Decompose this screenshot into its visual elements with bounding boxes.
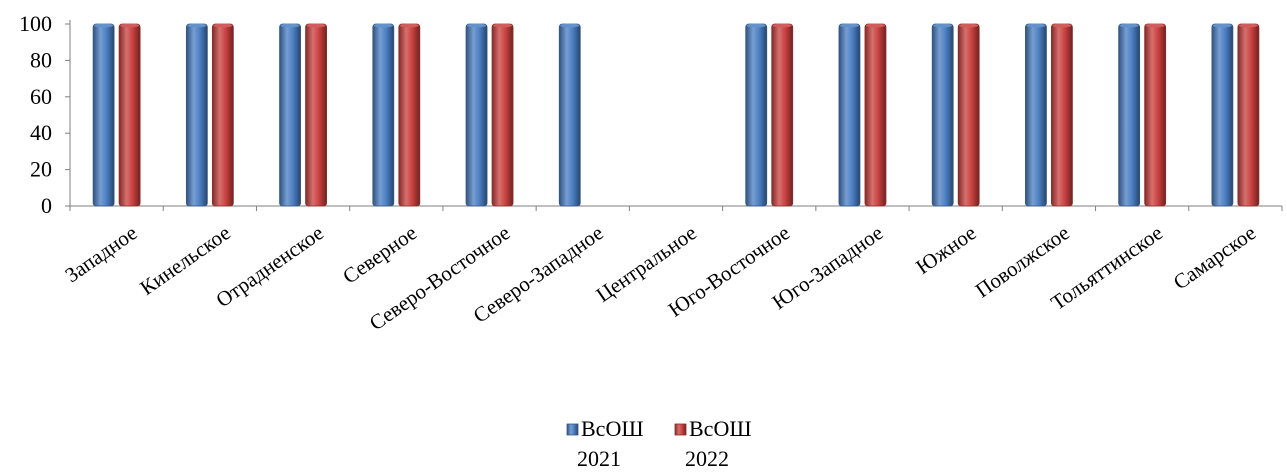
bar-body bbox=[864, 23, 887, 207]
bar-body bbox=[1025, 23, 1047, 207]
bar-cap bbox=[467, 23, 487, 28]
bar-body bbox=[92, 23, 115, 207]
bar-cap bbox=[399, 23, 419, 28]
bar-cap bbox=[213, 23, 233, 28]
bar-cap bbox=[1238, 23, 1258, 28]
bar-cap bbox=[373, 23, 393, 28]
bar-cap bbox=[120, 23, 140, 28]
bar bbox=[372, 23, 395, 207]
bar bbox=[398, 23, 421, 207]
x-tick-label: Северное bbox=[338, 220, 421, 288]
legend-swatch bbox=[674, 423, 687, 436]
legend-item: ВсОШ 2021 bbox=[566, 416, 644, 471]
bar bbox=[1211, 23, 1234, 207]
bar-body bbox=[185, 23, 208, 207]
x-tick-label: Западное bbox=[60, 220, 141, 287]
bar-body bbox=[491, 23, 514, 207]
bar-cap bbox=[94, 23, 114, 28]
y-axis: 0 20 40 60 80 100 bbox=[19, 11, 71, 218]
bar-body bbox=[1051, 23, 1073, 207]
legend-label: ВсОШ bbox=[689, 416, 752, 441]
legend-item: ВсОШ 2022 bbox=[674, 416, 752, 471]
bar-body bbox=[558, 23, 581, 207]
bar-body bbox=[838, 23, 861, 207]
bar bbox=[1025, 23, 1047, 207]
bar bbox=[465, 23, 488, 207]
bar bbox=[558, 23, 581, 207]
bar-cap bbox=[1119, 23, 1139, 28]
bar-cap bbox=[306, 23, 326, 28]
bar-cap bbox=[280, 23, 300, 28]
bar-cap bbox=[1052, 23, 1072, 28]
x-tick-label: Самарское bbox=[1169, 220, 1260, 294]
y-tick-label: 0 bbox=[41, 193, 52, 218]
bar-cap bbox=[865, 23, 885, 28]
bar bbox=[491, 23, 514, 207]
bar-body bbox=[372, 23, 395, 207]
legend: ВсОШ 2021 ВсОШ 2022 bbox=[566, 416, 752, 471]
x-tick-label: Южное bbox=[911, 220, 980, 278]
bar bbox=[185, 23, 208, 207]
bar bbox=[864, 23, 887, 207]
bar-body bbox=[1237, 23, 1260, 207]
bar-body bbox=[279, 23, 301, 207]
legend-label-year: 2021 bbox=[577, 446, 621, 471]
bar-cap bbox=[746, 23, 766, 28]
bar bbox=[1051, 23, 1073, 207]
bar bbox=[771, 23, 794, 207]
y-tick-label: 40 bbox=[30, 120, 52, 145]
bar bbox=[279, 23, 301, 207]
legend-label: ВсОШ bbox=[581, 416, 644, 441]
bar-cap bbox=[1026, 23, 1046, 28]
bar bbox=[1144, 23, 1167, 207]
bar bbox=[957, 23, 980, 207]
bar-body bbox=[745, 23, 768, 207]
y-tick-label: 60 bbox=[30, 84, 52, 109]
bar bbox=[931, 23, 954, 207]
bar-body bbox=[118, 23, 141, 207]
bar-cap bbox=[1212, 23, 1232, 28]
bar-cap bbox=[187, 23, 207, 28]
y-tick-label: 20 bbox=[30, 157, 52, 182]
legend-label-year: 2022 bbox=[685, 446, 729, 471]
legend-swatch bbox=[566, 423, 579, 436]
y-tick-label: 80 bbox=[30, 47, 52, 72]
bar bbox=[92, 23, 115, 207]
bar-cap bbox=[493, 23, 513, 28]
bar bbox=[211, 23, 234, 207]
bar-cap bbox=[1145, 23, 1165, 28]
bar-body bbox=[957, 23, 980, 207]
bars-group bbox=[92, 23, 1260, 207]
bar bbox=[305, 23, 327, 207]
bar-body bbox=[1118, 23, 1141, 207]
bar-cap bbox=[839, 23, 859, 28]
bar bbox=[118, 23, 141, 207]
bar bbox=[1118, 23, 1141, 207]
bar-body bbox=[211, 23, 234, 207]
y-tick-label: 100 bbox=[19, 11, 52, 36]
bar-cap bbox=[933, 23, 953, 28]
bar-cap bbox=[959, 23, 979, 28]
bar-body bbox=[771, 23, 794, 207]
bar-cap bbox=[772, 23, 792, 28]
bar-body bbox=[931, 23, 954, 207]
bar bbox=[838, 23, 861, 207]
bar-cap bbox=[560, 23, 580, 28]
bar-body bbox=[465, 23, 488, 207]
bar-body bbox=[305, 23, 327, 207]
bar bbox=[745, 23, 768, 207]
bar bbox=[1237, 23, 1260, 207]
bar-body bbox=[1211, 23, 1234, 207]
bar-body bbox=[398, 23, 421, 207]
bar-body bbox=[1144, 23, 1167, 207]
